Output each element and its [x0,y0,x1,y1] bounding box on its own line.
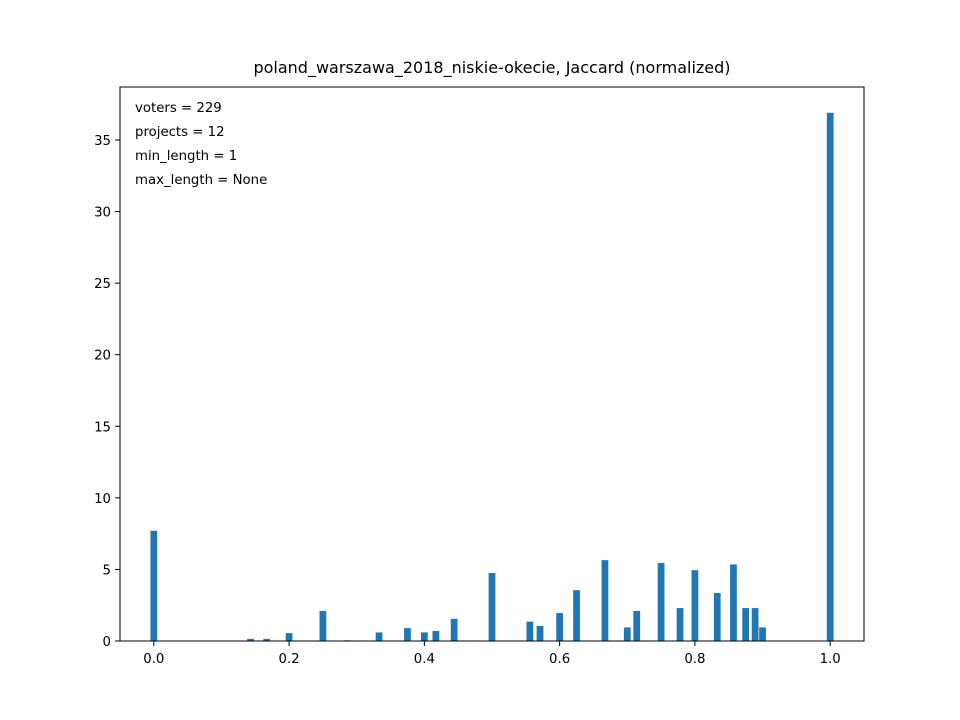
histogram-bar [623,627,631,641]
histogram-bar [247,638,254,641]
y-tick-label: 30 [94,206,111,221]
annotation-voters: voters = 229 [135,101,222,116]
histogram-bar [319,610,327,641]
histogram-bar [450,618,458,641]
histogram-bar [826,112,834,641]
y-tick-label: 5 [103,563,111,578]
histogram-bar [676,608,684,641]
histogram-bar [488,573,496,641]
y-tick-label: 20 [94,349,111,364]
x-axis: 0.0 0.2 0.4 0.6 0.8 1.0 [143,641,841,667]
histogram-bar [536,625,544,641]
histogram-bar [730,564,737,641]
y-axis: 0 5 10 15 20 25 30 35 [94,134,120,650]
x-tick-label: 1.0 [820,652,841,667]
annotation-min-length: min_length = 1 [135,149,237,164]
x-tick-label: 0.6 [549,652,570,667]
x-tick-label: 0.8 [684,652,705,667]
histogram-bar [263,638,271,641]
histogram-bar [573,590,580,641]
histogram-bar [633,610,641,641]
y-tick-label: 35 [94,134,111,149]
x-tick-label: 0.2 [279,652,300,667]
histogram-bar [691,570,699,641]
plot-frame [119,86,865,642]
histogram-bar [556,613,564,641]
x-tick-label: 0.4 [414,652,435,667]
chart-title: poland_warszawa_2018_niskie-okecie, Jacc… [253,58,730,78]
histogram-bar [375,632,383,641]
histogram-bar [742,608,750,641]
histogram-bar [713,593,721,641]
histogram-bar [420,632,428,641]
x-tick-label: 0.0 [143,652,164,667]
bars-group [150,112,834,641]
y-tick-label: 10 [94,492,111,507]
histogram-bar [526,621,534,641]
y-tick-label: 0 [103,635,111,650]
y-tick-label: 15 [94,420,111,435]
histogram-bar [759,627,766,641]
annotation-block: voters = 229 projects = 12 min_length = … [135,101,267,188]
y-tick-label: 25 [94,277,111,292]
annotation-max-length: max_length = None [135,173,267,188]
histogram-bar [657,562,665,641]
histogram-bar [150,530,158,641]
histogram-bar [285,633,293,641]
histogram-bar [751,608,759,641]
annotation-projects: projects = 12 [135,125,225,140]
histogram-bar [601,560,609,641]
histogram-bar [432,630,440,641]
histogram-bar [404,628,411,641]
